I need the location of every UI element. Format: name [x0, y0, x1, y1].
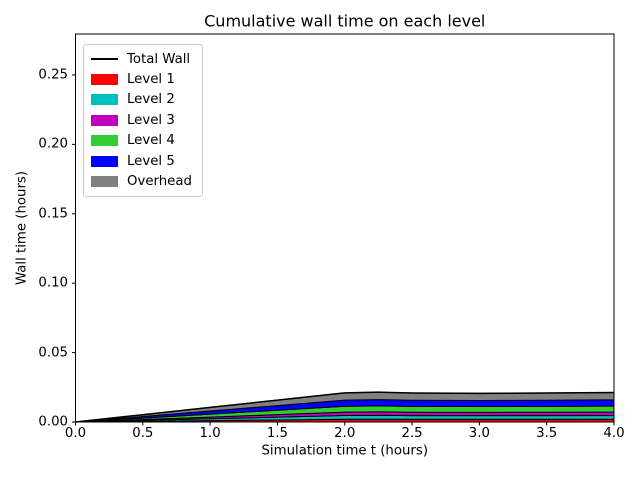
- legend-box: Total Wall Level 1 Level 2 Level 3 Level 4 Le…: [83, 44, 203, 197]
- legend-color-swatch: [91, 155, 118, 167]
- x-tick-label: 1.0: [199, 426, 221, 441]
- legend-color-swatch: [91, 135, 118, 147]
- legend-label: Level 2: [127, 92, 175, 108]
- x-tick-label: 2.0: [334, 426, 356, 441]
- x-tick-label: 1.5: [266, 426, 289, 441]
- x-tick-label: 3.0: [468, 426, 490, 441]
- y-tick-label: 0.05: [38, 345, 68, 361]
- y-tick-label: 0.15: [38, 206, 68, 222]
- legend-color-swatch: [91, 114, 118, 126]
- legend-item-total-wall: Total Wall: [91, 49, 202, 69]
- y-tick-label: 0.20: [38, 136, 68, 152]
- total-wall-line: [75, 391, 615, 423]
- x-axis-label: Simulation time t (hours): [261, 443, 429, 459]
- legend-item-level-4: Level 4: [91, 131, 202, 151]
- y-tick-label: 0.25: [38, 67, 68, 83]
- legend-label: Level 1: [127, 72, 175, 88]
- y-tick-label: 0.10: [38, 275, 68, 291]
- legend-line-swatch: [91, 58, 118, 60]
- legend-label: Total Wall: [127, 51, 191, 67]
- legend-label: Level 5: [127, 153, 175, 169]
- x-tick-label: 0.0: [64, 426, 87, 441]
- legend-color-swatch: [91, 94, 118, 106]
- x-tick-label: 2.5: [401, 426, 423, 441]
- legend-label: Overhead: [127, 174, 192, 190]
- y-axis-label: Wall time (hours): [14, 170, 30, 286]
- y-tick-label: 0.00: [38, 414, 68, 430]
- legend-item-level-2: Level 2: [91, 90, 202, 110]
- legend-label: Level 4: [127, 133, 175, 149]
- x-tick-label: 0.5: [132, 426, 154, 441]
- legend-color-swatch: [91, 74, 118, 86]
- legend-item-level-3: Level 3: [91, 110, 202, 130]
- legend-item-level-5: Level 5: [91, 151, 202, 171]
- legend-color-swatch: [91, 176, 118, 188]
- legend-item-level-1: Level 1: [91, 69, 202, 89]
- x-tick-label: 4.0: [603, 426, 625, 441]
- x-tick-label: 3.5: [536, 426, 558, 441]
- chart-title: Cumulative wall time on each level: [204, 11, 486, 31]
- legend-item-overhead: Overhead: [91, 171, 202, 191]
- legend-label: Level 3: [127, 112, 175, 128]
